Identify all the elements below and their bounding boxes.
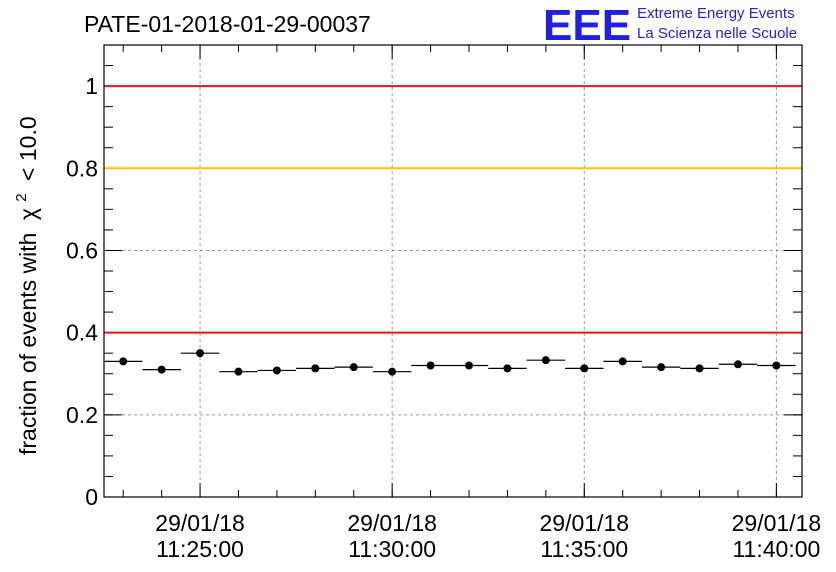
logo-line2: La Scienza nelle Scuole	[637, 25, 797, 42]
y-tick-label: 0.8	[66, 155, 98, 181]
x-tick-label-date: 29/01/18	[347, 510, 437, 536]
y-tick-label: 0	[85, 484, 98, 510]
data-point	[657, 363, 666, 372]
data-point	[272, 366, 281, 375]
data-point	[119, 357, 128, 366]
data-point	[580, 364, 589, 373]
x-tick-label-date: 29/01/18	[540, 510, 630, 536]
data-point	[349, 363, 358, 372]
y-tick-label: 0.2	[66, 402, 98, 428]
y-axis-label-sup: 2	[13, 193, 30, 201]
eee-logo: EEE Extreme Energy Events La Scienza nel…	[543, 1, 797, 50]
data-point	[618, 357, 627, 366]
y-tick-label: 1	[85, 73, 98, 99]
x-tick-label-time: 11:25:00	[156, 536, 244, 562]
data-point	[388, 367, 397, 376]
data-point	[695, 364, 704, 373]
data-point	[311, 364, 320, 373]
plot-frame	[103, 44, 803, 498]
x-tick-label-time: 11:30:00	[348, 536, 436, 562]
data-point	[772, 361, 781, 370]
x-tick-label-time: 11:35:00	[540, 536, 628, 562]
x-tick-label-date: 29/01/18	[732, 510, 822, 536]
y-axis-label-main: fraction of events with	[15, 233, 41, 455]
plot-area: 00.20.40.60.8129/01/1811:25:0029/01/1811…	[66, 44, 822, 562]
logo-mark: EEE	[543, 1, 631, 50]
data-point	[234, 367, 243, 376]
data-point	[196, 349, 205, 358]
data-point	[157, 365, 166, 374]
logo-line1: Extreme Energy Events	[637, 5, 795, 22]
y-tick-label: 0.4	[66, 320, 98, 346]
data-point	[426, 361, 435, 370]
data-point	[733, 360, 742, 369]
y-axis-label-tail: < 10.0	[15, 116, 41, 181]
y-axis-label: fraction of events with χ 2 < 10.0	[5, 116, 41, 455]
y-axis-label-symbol: χ	[15, 208, 41, 220]
data-point	[503, 364, 512, 373]
y-tick-label: 0.6	[66, 237, 98, 263]
data-point	[541, 356, 550, 365]
chart-title: PATE-01-2018-01-29-00037	[84, 11, 371, 37]
x-tick-label-time: 11:40:00	[732, 536, 820, 562]
data-point	[465, 361, 474, 370]
x-tick-label-date: 29/01/18	[155, 510, 245, 536]
